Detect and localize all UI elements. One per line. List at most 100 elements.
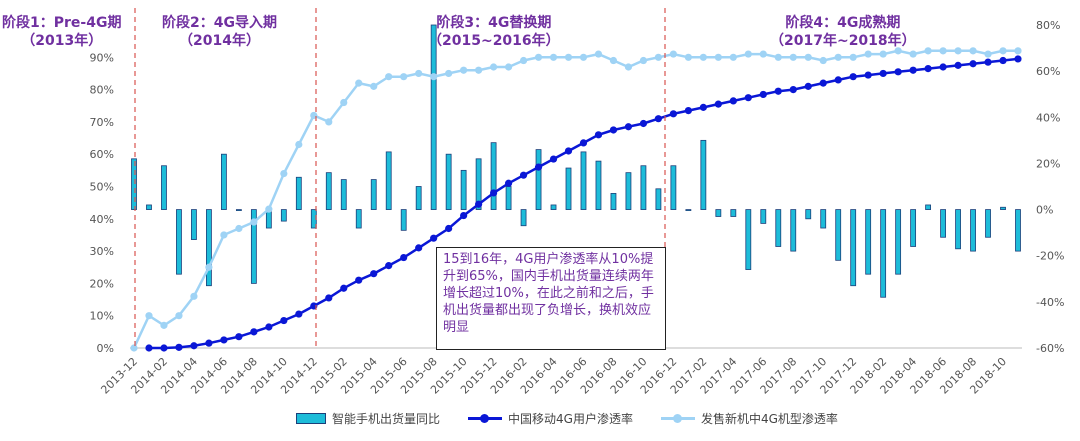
- phase-2-label: 阶段2：4G导入期 （2014年）: [162, 14, 277, 50]
- 4g-user-point: [909, 66, 917, 74]
- bar: [940, 209, 946, 238]
- left-tick-label: 90%: [90, 51, 114, 64]
- right-tick-label: -20%: [1036, 250, 1064, 263]
- 4g-user-point: [669, 110, 677, 118]
- legend-new-line-swatch: [660, 414, 695, 423]
- bar: [760, 209, 767, 224]
- new-4g-model-point: [549, 53, 558, 61]
- bar: [640, 165, 647, 210]
- new-4g-model-point: [280, 169, 288, 178]
- new-4g-model-point: [864, 50, 872, 58]
- 4g-user-point: [549, 155, 558, 163]
- new-4g-model-point: [1014, 47, 1022, 55]
- new-4g-model-point: [504, 63, 513, 71]
- phase-3-title: 阶段3：4G替换期: [436, 15, 552, 31]
- 4g-user-point: [250, 328, 258, 336]
- bar: [880, 209, 887, 298]
- new-4g-model-point: [519, 56, 528, 65]
- bar: [131, 158, 137, 210]
- 4g-user-point: [864, 71, 872, 79]
- 4g-user-point: [265, 323, 273, 331]
- bar: [370, 179, 377, 210]
- 4g-user-point: [220, 336, 228, 344]
- new-4g-model-point: [220, 231, 228, 239]
- 4g-user-point: [355, 276, 363, 284]
- 4g-user-point: [415, 244, 423, 252]
- bar: [235, 209, 242, 211]
- 4g-user-point: [430, 234, 438, 242]
- new-4g-model-point: [609, 56, 618, 65]
- 4g-user-point: [205, 339, 213, 347]
- new-4g-model-point: [939, 47, 947, 55]
- 4g-user-point: [579, 139, 588, 147]
- new-4g-model-point: [295, 140, 303, 149]
- 4g-user-point: [789, 86, 797, 94]
- bar: [535, 149, 542, 210]
- bar: [1015, 209, 1021, 252]
- bar: [250, 209, 257, 284]
- new-4g-model-point: [804, 53, 812, 61]
- 4g-user-point: [594, 131, 603, 139]
- new-4g-model-point: [984, 50, 992, 58]
- new-4g-model-point: [834, 53, 842, 61]
- new-4g-model-point: [999, 47, 1007, 55]
- bar: [206, 209, 212, 287]
- new-4g-model-point: [729, 53, 737, 61]
- right-tick-label: 0%: [1036, 204, 1053, 217]
- bar: [745, 209, 752, 270]
- bar: [730, 209, 737, 217]
- left-tick-label: 30%: [90, 245, 114, 258]
- new-4g-model-point: [669, 50, 677, 58]
- bar: [595, 160, 602, 210]
- bar: [550, 204, 557, 210]
- 4g-user-point: [924, 65, 932, 73]
- bar: [820, 209, 827, 229]
- 4g-user-point: [714, 100, 722, 108]
- new-4g-model-point: [699, 53, 707, 61]
- right-tick-label: 40%: [1036, 111, 1060, 124]
- 4g-user-point: [954, 61, 962, 69]
- phase-1-label: 阶段1：Pre-4G期 （2013年）: [2, 14, 121, 50]
- 4g-user-point: [639, 119, 648, 128]
- 4g-user-point: [489, 189, 498, 197]
- new-4g-model-point: [325, 118, 333, 126]
- left-tick-label: 70%: [90, 116, 114, 129]
- right-tick-label: -60%: [1036, 342, 1064, 355]
- new-4g-model-point: [759, 50, 767, 58]
- 4g-user-point: [684, 106, 692, 115]
- new-4g-model-point: [969, 47, 977, 55]
- right-tick-label: 20%: [1036, 157, 1060, 170]
- bar: [970, 209, 976, 252]
- bar: [520, 209, 527, 227]
- bar: [355, 209, 362, 229]
- 4g-user-point: [999, 56, 1007, 65]
- new-4g-model-point: [774, 53, 782, 61]
- bar: [475, 158, 482, 210]
- bar: [191, 209, 197, 240]
- right-tick-label: -40%: [1036, 296, 1064, 309]
- legend-user-line-label: 中国移动4G用户渗透率: [508, 412, 633, 426]
- legend-bar-label: 智能手机出货量同比: [332, 412, 441, 426]
- 4g-user-point: [190, 342, 198, 350]
- new-4g-model-point: [819, 56, 827, 65]
- 4g-user-point: [175, 343, 183, 351]
- bar: [565, 167, 572, 210]
- new-4g-model-point: [475, 66, 483, 74]
- 4g-user-point: [609, 126, 618, 134]
- bar: [325, 172, 332, 210]
- left-tick-label: 20%: [90, 277, 114, 290]
- new-4g-model-point: [430, 73, 438, 81]
- new-4g-model-point: [175, 312, 183, 320]
- 4g-user-point: [879, 69, 887, 78]
- 4g-user-point: [504, 179, 513, 187]
- new-4g-model-point: [160, 321, 168, 329]
- 4g-user-point: [939, 63, 947, 71]
- bar: [700, 139, 707, 210]
- new-4g-model-point: [564, 53, 573, 61]
- 4g-user-point: [445, 224, 453, 233]
- new-4g-model-point: [624, 63, 633, 71]
- legend-user-line-swatch: [468, 414, 503, 423]
- 4g-user-point: [744, 94, 752, 102]
- 4g-user-point: [894, 68, 902, 76]
- bar: [610, 193, 617, 210]
